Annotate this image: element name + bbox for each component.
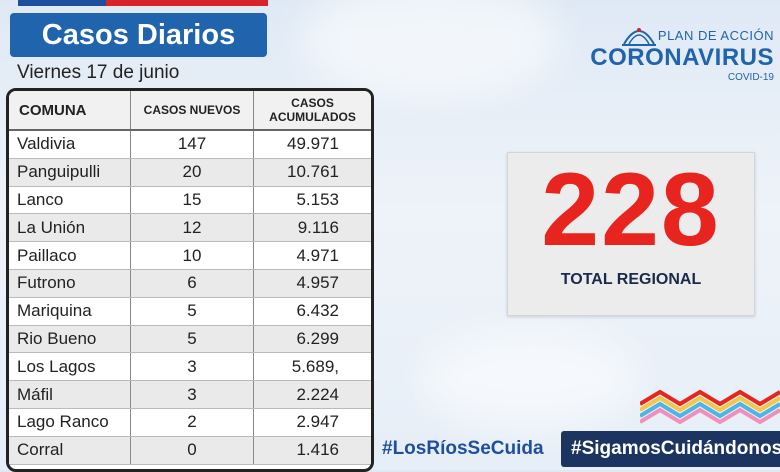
cell-casos-nuevos: 5 [130,297,254,326]
table-row: Panguipulli 20 10.761 [9,158,371,187]
plan-coronavirus-logo: PLAN DE ACCIÓN CORONAVIRUS COVID-19 [564,24,774,88]
table-row: Máfil 3 2.224 [9,380,371,409]
cell-casos-acumulados: 2.947 [253,408,371,437]
total-value: 228 [541,152,721,268]
cases-table: COMUNA CASOS NUEVOS CASOS ACUMULADOS Vald… [6,88,374,472]
background-cloud [300,0,560,100]
cell-casos-nuevos: 12 [130,213,254,243]
table-row: Los Lagos 3 5.689, [9,352,371,382]
cell-casos-acumulados: 5.689, [253,352,371,382]
table-row: Mariquina 5 6.432 [9,297,371,326]
cell-casos-acumulados: 4.957 [253,269,371,298]
background-cloud [420,330,640,430]
column-header-casos-nuevos: CASOS NUEVOS [130,91,254,131]
cell-casos-nuevos: 20 [130,158,254,187]
cell-casos-nuevos: 15 [130,186,254,215]
cell-comuna: Futrono [9,269,131,298]
cell-casos-acumulados: 49.971 [253,130,371,159]
total-regional-box: 228 TOTAL REGIONAL [507,152,755,316]
logo-covid-text: COVID-19 [727,72,774,83]
cell-casos-nuevos: 2 [130,408,254,437]
cell-casos-acumulados: 4.971 [253,241,371,270]
table-row: Corral 0 1.416 [9,436,371,465]
table-row: Lanco 15 5.153 [9,186,371,215]
cell-comuna: Los Lagos [9,352,131,382]
cell-casos-acumulados: 1.416 [253,436,371,465]
date-label: Viernes 17 de junio [17,62,180,83]
logo-plan-text: PLAN DE ACCIÓN [657,28,774,43]
cell-casos-nuevos: 5 [130,325,254,354]
cell-comuna: Máfil [9,380,131,409]
table-row: Rio Bueno 5 6.299 [9,325,371,354]
cell-casos-acumulados: 9.116 [253,213,371,243]
cell-casos-nuevos: 3 [130,380,254,409]
cell-comuna: Valdivia [9,130,131,159]
hashtag-los-rios: #LosRíosSeCuida [382,438,544,459]
cell-comuna: Lanco [9,186,131,215]
cell-casos-nuevos: 3 [130,352,254,382]
cell-casos-acumulados: 2.224 [253,380,371,409]
page-title: Casos Diarios [10,13,267,57]
cell-comuna: Panguipulli [9,158,131,187]
dome-icon [622,28,656,46]
cell-casos-acumulados: 10.761 [253,158,371,187]
table-row: Lago Ranco 2 2.947 [9,408,371,437]
column-header-casos-acumulados: CASOS ACUMULADOS [253,91,371,131]
cell-casos-acumulados: 6.432 [253,297,371,326]
logo-coronavirus-text: CORONAVIRUS [590,44,774,71]
cell-comuna: Rio Bueno [9,325,131,354]
table-row: Valdivia 147 49.971 [9,130,371,159]
table-header-row: COMUNA CASOS NUEVOS CASOS ACUMULADOS [9,91,371,131]
cell-casos-nuevos: 10 [130,241,254,270]
table-row: Paillaco 10 4.971 [9,241,371,270]
cell-comuna: Corral [9,436,131,465]
column-header-comuna: COMUNA [9,91,131,131]
waves-decoration-icon [640,389,780,425]
total-label: TOTAL REGIONAL [560,271,702,288]
table-row: La Unión 12 9.116 [9,213,371,243]
cell-casos-acumulados: 5.153 [253,186,371,215]
cell-casos-acumulados: 6.299 [253,325,371,354]
cell-casos-nuevos: 147 [130,130,254,159]
cell-comuna: Mariquina [9,297,131,326]
hashtag-sigamos: #SigamosCuidándonos [561,431,780,467]
flag-stripe [18,0,268,6]
cell-comuna: Lago Ranco [9,408,131,437]
cell-casos-nuevos: 6 [130,269,254,298]
cell-comuna: Paillaco [9,241,131,270]
cell-casos-nuevos: 0 [130,436,254,465]
table-row: Futrono 6 4.957 [9,269,371,298]
cell-comuna: La Unión [9,213,131,243]
